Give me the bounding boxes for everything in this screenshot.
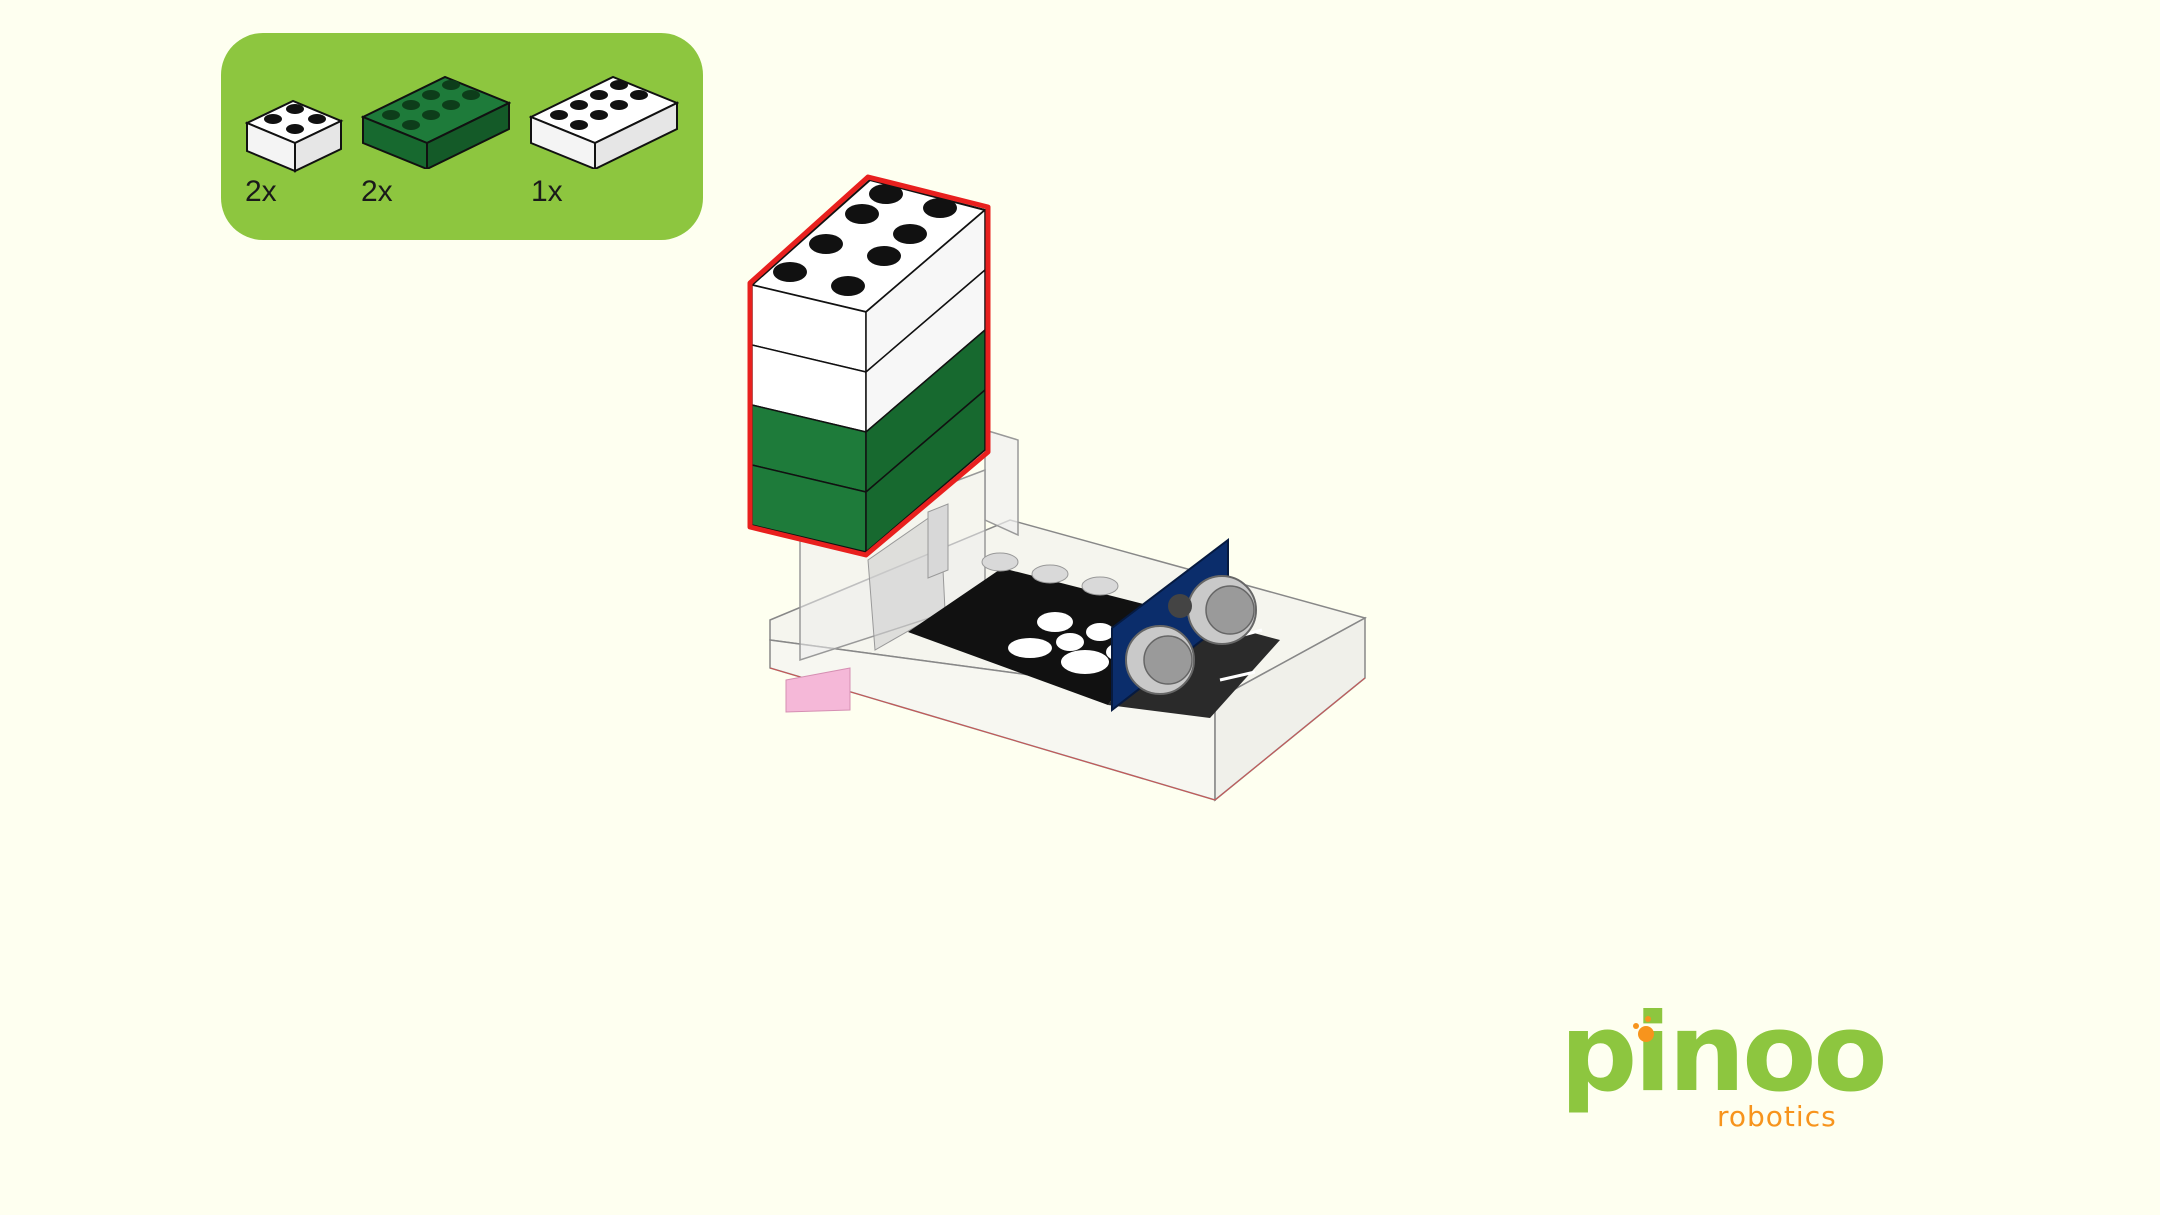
logo-dot-icon <box>1633 1016 1654 1042</box>
brick-2x2-white-icon <box>245 85 345 175</box>
highlighted-brick-stack <box>747 174 991 558</box>
ultrasonic-sensor <box>1111 537 1257 713</box>
brick-2x4-white-count: 1x <box>531 175 563 208</box>
logo-word: pinoo <box>1560 991 1888 1116</box>
brick-2x2-white-count: 2x <box>245 175 277 208</box>
logo-subtitle: robotics <box>1717 1100 1837 1133</box>
brick-2x4-green-icon <box>361 59 511 169</box>
pinoo-robotics-logo: pinoo robotics <box>1560 1000 1888 1140</box>
parts-list-panel: 2x 2x 1x <box>221 33 703 240</box>
brick-2x4-green-count: 2x <box>361 175 393 208</box>
pink-plate <box>785 667 851 713</box>
brick-2x4-white-icon <box>529 59 679 169</box>
